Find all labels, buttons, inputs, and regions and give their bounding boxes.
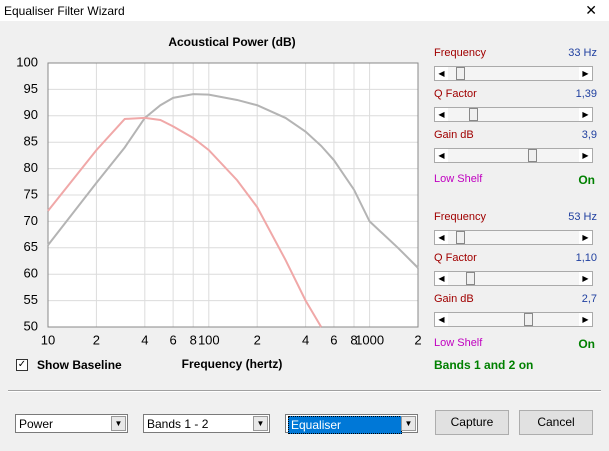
param-value: 3,9 [581,129,597,141]
slider-part[interactable] [528,149,537,162]
x-tick-label: 8 [190,332,197,347]
y-tick-label: 55 [24,292,38,307]
x-tick-label: 4 [302,332,309,347]
param-value: 2,7 [581,293,597,305]
slider-part[interactable]: ◀ [438,274,445,283]
x-tick-label: 100 [198,332,220,347]
title-bar: Equaliser Filter Wizard [0,0,609,21]
slider-part[interactable]: ▶ [582,151,589,160]
param-label: Gain dB [434,293,474,305]
dropdown[interactable]: Power ▼ [15,414,128,433]
slider-part[interactable] [448,149,579,162]
y-tick-label: 65 [24,239,38,254]
slider-part[interactable]: ◀ [438,69,445,78]
slider[interactable]: ◀ ▶ [434,148,593,163]
chart-title: Acoustical Power (dB) [168,35,295,49]
param-label: Frequency [434,47,486,59]
x-tick-label: 6 [330,332,337,347]
y-tick-label: 70 [24,213,38,228]
slider[interactable]: ◀ ▶ [434,312,593,327]
slider-part[interactable]: ▶ [582,274,589,283]
slider[interactable]: ◀ ▶ [434,230,593,245]
param-label: Q Factor [434,252,477,264]
slider-part[interactable] [448,67,579,80]
x-tick-label: 2 [93,332,100,347]
slider-part[interactable]: ▶ [582,315,589,324]
dropdown-text: Power [19,417,54,431]
slider[interactable]: ◀ ▶ [434,66,593,81]
slider-part[interactable] [448,231,579,244]
y-tick-label: 50 [24,318,38,333]
param-label: Gain dB [434,129,474,141]
checkbox[interactable]: ✓ [16,359,28,371]
param-label: Q Factor [434,88,477,100]
x-tick-label: 2 [254,332,261,347]
slider-part[interactable]: ◀ [438,233,445,242]
slider-part[interactable]: ▶ [582,110,589,119]
slider-part[interactable] [469,108,478,121]
plot-border [47,62,419,328]
y-tick-label: 75 [24,186,38,201]
y-tick-label: 80 [24,160,38,175]
y-tick-label: 85 [24,134,38,149]
param-value: 1,39 [575,88,597,100]
shelf-label: Low Shelf [434,173,483,185]
x-tick-label: 10 [41,332,55,347]
x-tick-label: 8 [350,332,357,347]
slider-part[interactable] [456,67,465,80]
y-tick-label: 90 [24,107,38,122]
y-tick-label: 95 [24,81,38,96]
cancel-button[interactable]: Cancel [519,410,593,435]
chart: Acoustical Power (dB) Frequency (hertz) … [16,35,421,371]
shelf-label: Low Shelf [434,337,483,349]
shelf-value: On [578,337,595,351]
series-line [47,93,419,269]
param-value: 53 Hz [568,211,597,223]
dropdown[interactable]: Equaliser ▼ [285,414,418,434]
param-value: 1,10 [575,252,597,264]
y-tick-label: 100 [16,54,38,69]
slider-part[interactable]: ▶ [582,69,589,78]
y-tick-label: 60 [24,266,38,281]
x-tick-label: 6 [170,332,177,347]
slider-part[interactable]: ◀ [438,315,445,324]
slider-part[interactable] [448,313,579,326]
slider-part[interactable]: ◀ [438,110,445,119]
slider[interactable]: ◀ ▶ [434,107,593,122]
shelf-value: On [578,173,595,187]
status: Bands 1 and 2 on [434,358,534,372]
window-title: Equaliser Filter Wizard [4,4,125,18]
param-value: 33 Hz [568,47,597,59]
slider-part[interactable] [456,231,465,244]
capture-button[interactable]: Capture [435,410,509,435]
x-tick-label: 2 [414,332,421,347]
close-button[interactable]: ✕ [585,2,597,18]
x-tick-label: 4 [141,332,148,347]
slider-part[interactable] [524,313,533,326]
x-axis-label: Frequency (hertz) [182,357,283,371]
slider-part[interactable]: ◀ [438,151,445,160]
slider-part[interactable] [448,272,579,285]
slider[interactable]: ◀ ▶ [434,271,593,286]
series-line [47,116,323,328]
dropdown-text: Bands 1 - 2 [147,417,209,431]
dropdown-text: Equaliser [288,416,402,434]
slider-part[interactable]: ▶ [582,233,589,242]
dropdown[interactable]: Bands 1 - 2 ▼ [143,414,270,433]
param-label: Frequency [434,211,486,223]
slider-part[interactable] [448,108,579,121]
x-tick-label: 1000 [355,332,384,347]
checkbox-label[interactable]: Show Baseline [37,358,122,372]
slider-part[interactable] [466,272,475,285]
separator [8,390,601,392]
